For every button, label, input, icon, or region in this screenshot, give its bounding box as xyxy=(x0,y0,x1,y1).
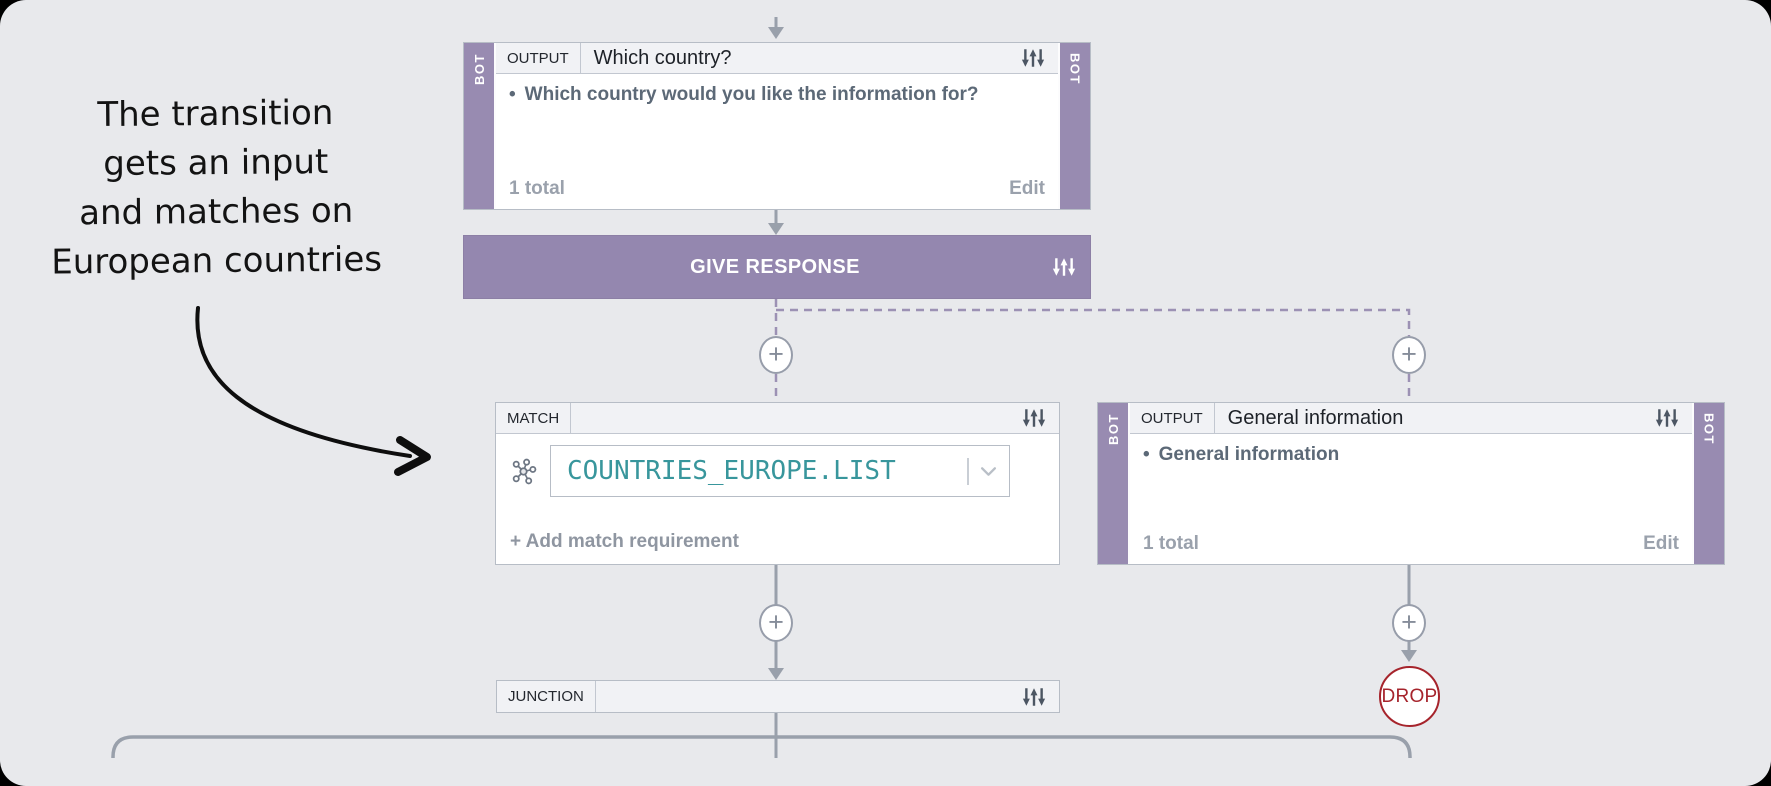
node-footer: 1 total Edit xyxy=(1130,533,1692,564)
branch-bracket-line xyxy=(111,735,1412,758)
bot-side-label: BOT xyxy=(1701,413,1717,445)
node-main: OUTPUT General information General infor… xyxy=(1130,403,1692,564)
sliders-icon[interactable] xyxy=(1052,256,1090,278)
dashed-line-branch-right xyxy=(776,308,1411,336)
sliders-icon[interactable] xyxy=(1008,43,1058,73)
match-condition-select[interactable]: COUNTRIES_EUROPE.LIST xyxy=(550,445,1010,497)
node-main: MATCH xyxy=(496,403,1059,564)
add-node-button[interactable]: + xyxy=(1392,604,1426,642)
node-body: General information xyxy=(1130,434,1692,533)
output-node-general-information[interactable]: BOT OUTPUT General information General i… xyxy=(1097,402,1725,565)
edit-button[interactable]: Edit xyxy=(1009,178,1045,199)
drop-label: DROP xyxy=(1381,685,1438,707)
annotation-arrowhead-icon xyxy=(394,436,431,476)
total-count: 1 total xyxy=(509,178,565,199)
molecule-icon xyxy=(510,458,550,485)
bot-side-strip: BOT xyxy=(1058,43,1090,209)
node-title xyxy=(596,681,1009,712)
node-title: General information xyxy=(1227,406,1404,429)
node-body: COUNTRIES_EUROPE.LIST + Add match requir… xyxy=(496,434,1059,564)
node-main: OUTPUT Which country? Which country woul… xyxy=(496,43,1058,209)
node-header[interactable]: MATCH xyxy=(496,403,1059,434)
plus-icon: + xyxy=(768,606,784,637)
edit-button[interactable]: Edit xyxy=(1643,533,1679,554)
drop-node[interactable]: DROP xyxy=(1379,666,1440,727)
bot-side-strip: BOT xyxy=(464,43,496,209)
node-title: Which country? xyxy=(593,46,732,69)
chevron-down-icon[interactable] xyxy=(980,466,1009,477)
junction-node[interactable]: JUNCTION xyxy=(496,680,1060,713)
match-node[interactable]: MATCH xyxy=(495,402,1060,565)
node-type-badge: OUTPUT xyxy=(496,43,581,73)
output-to-response-arrowhead-icon xyxy=(768,223,784,235)
plus-icon: + xyxy=(1401,338,1417,369)
bot-side-strip: BOT xyxy=(1692,403,1724,564)
plus-icon: + xyxy=(1401,606,1417,637)
output-node-which-country[interactable]: BOT OUTPUT Which country? Which country … xyxy=(463,42,1091,210)
plus-icon: + xyxy=(768,338,784,369)
node-header[interactable]: JUNCTION xyxy=(497,681,1059,712)
add-node-button[interactable]: + xyxy=(1392,336,1426,374)
bot-message: Which country would you like the informa… xyxy=(509,82,1045,108)
node-body: Which country would you like the informa… xyxy=(496,74,1058,178)
bot-side-strip: BOT xyxy=(1098,403,1130,564)
match-condition-value: COUNTRIES_EUROPE.LIST xyxy=(567,456,896,486)
bot-side-label: BOT xyxy=(471,53,487,85)
node-header[interactable]: OUTPUT General information xyxy=(1130,403,1692,434)
sliders-icon[interactable] xyxy=(1009,403,1059,433)
node-footer: 1 total Edit xyxy=(496,178,1058,209)
add-node-button[interactable]: + xyxy=(759,336,793,374)
sliders-icon[interactable] xyxy=(1642,403,1692,433)
give-response-bar[interactable]: GIVE RESPONSE xyxy=(463,235,1091,299)
total-count: 1 total xyxy=(1143,533,1199,554)
select-divider xyxy=(967,457,969,485)
sliders-icon[interactable] xyxy=(1009,681,1059,712)
incoming-arrowhead-icon xyxy=(768,27,784,39)
node-header[interactable]: OUTPUT Which country? xyxy=(496,43,1058,74)
add-match-requirement-link[interactable]: + Add match requirement xyxy=(510,531,739,552)
node-type-badge: OUTPUT xyxy=(1130,403,1215,433)
bot-side-label: BOT xyxy=(1067,53,1083,85)
match-to-junction-arrowhead-icon xyxy=(768,668,784,680)
annotation-arrow-curve xyxy=(195,306,412,458)
bot-message: General information xyxy=(1143,442,1679,468)
node-type-badge: MATCH xyxy=(496,403,572,433)
node-type-badge: JUNCTION xyxy=(497,681,596,712)
node-title xyxy=(571,403,1009,433)
bot-side-label: BOT xyxy=(1105,413,1121,445)
give-response-label: GIVE RESPONSE xyxy=(690,255,860,278)
output-to-drop-arrowhead-icon xyxy=(1401,650,1417,662)
add-node-button[interactable]: + xyxy=(759,604,793,642)
